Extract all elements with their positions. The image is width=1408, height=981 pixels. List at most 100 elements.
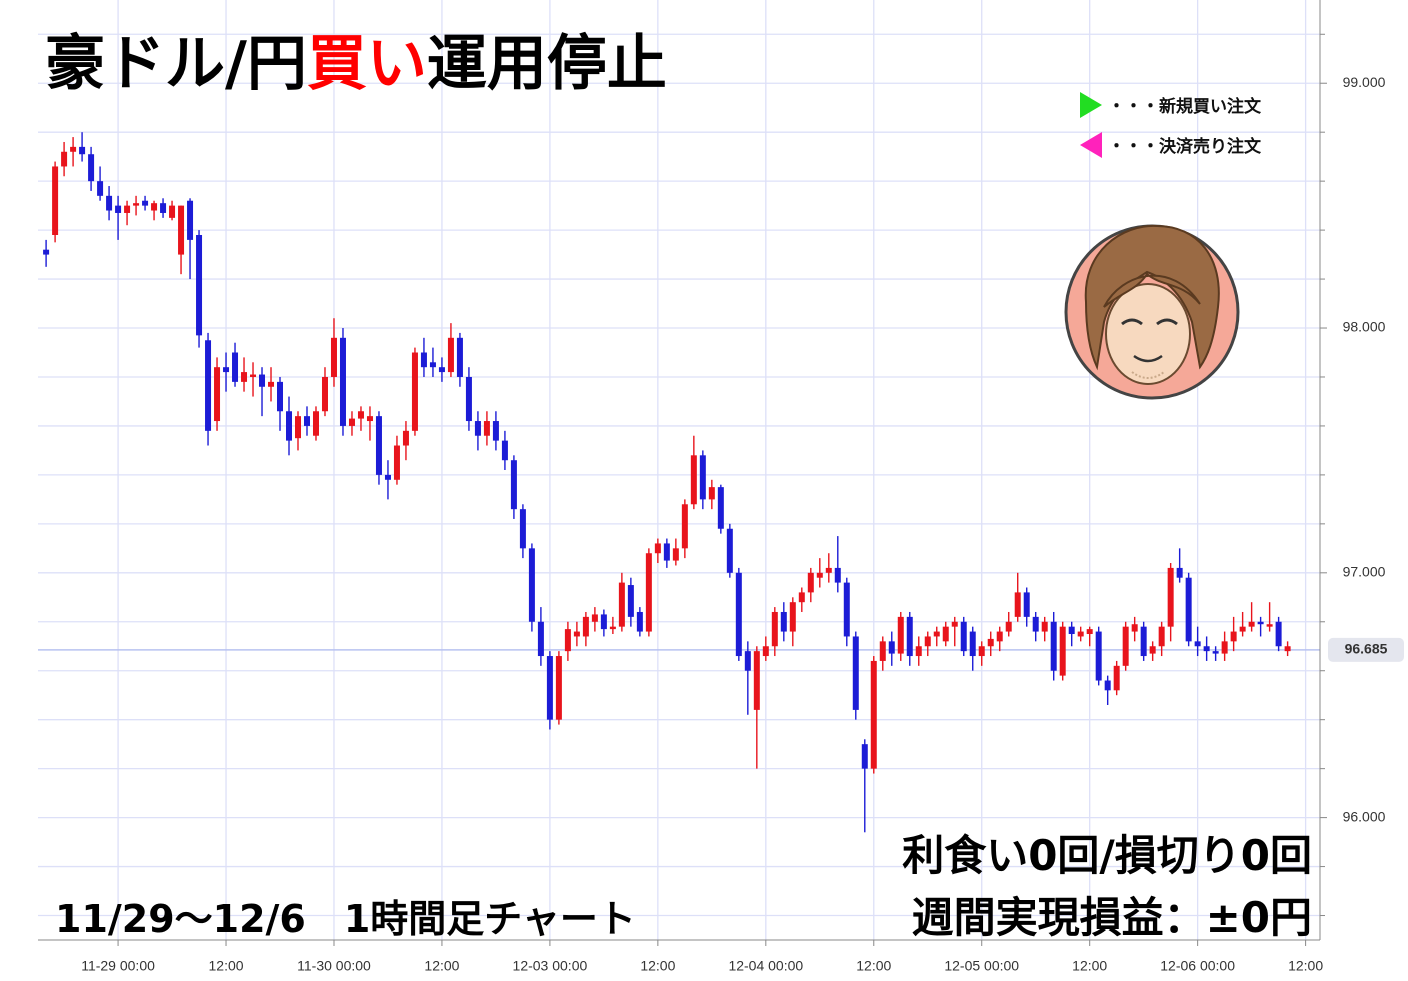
candle-body: [546, 656, 553, 720]
candle-body: [672, 548, 679, 561]
candle-body: [142, 200, 149, 206]
candle-body: [133, 203, 140, 206]
legend-label: ・・・決済売り注文: [1108, 136, 1262, 157]
candle-body: [151, 203, 158, 211]
candle-body: [1014, 592, 1021, 617]
x-tick-label: 11-30 00:00: [297, 958, 371, 974]
candle-body: [438, 367, 445, 373]
candle-body: [286, 411, 293, 441]
candle-body: [1275, 621, 1282, 647]
candle-body: [115, 205, 122, 213]
candle-body: [1032, 616, 1039, 632]
legend-marker: [1080, 132, 1102, 158]
candle-body: [1068, 626, 1075, 635]
y-tick-label: 97.000: [1343, 564, 1386, 580]
candle-body: [951, 621, 958, 627]
candle-body: [1212, 651, 1219, 654]
candle-body: [906, 616, 913, 657]
legend: ・・・新規買い注文・・・決済売り注文: [1080, 92, 1262, 158]
candle-body: [330, 337, 337, 377]
candle-body: [43, 249, 50, 255]
candle-body: [196, 235, 203, 336]
candle-body: [259, 374, 266, 387]
candle-body: [888, 641, 895, 654]
candle-body: [1167, 567, 1174, 627]
candle-body: [1221, 641, 1228, 654]
candle-body: [348, 418, 355, 426]
x-tick-label: 12:00: [640, 958, 675, 974]
candle-body: [187, 200, 194, 240]
candle-body: [717, 487, 724, 529]
candle-body: [663, 543, 670, 561]
candle-body: [582, 616, 589, 637]
candle-body: [97, 181, 104, 196]
x-tick-label: 12:00: [856, 958, 891, 974]
candle-body: [357, 411, 364, 419]
candle-body: [960, 621, 967, 652]
price-label-box: [1328, 637, 1404, 662]
candle-body: [429, 362, 436, 368]
x-tick-label: 12-06 00:00: [1160, 958, 1235, 974]
axis-labels: 96.000 97.000 98.000 99.000 11-29 00:00 12:00…: [81, 74, 1404, 974]
candle-body: [735, 572, 742, 657]
candle-body: [798, 592, 805, 603]
candle-body: [609, 626, 616, 630]
candle-body: [1266, 624, 1273, 627]
candle-body: [933, 631, 940, 637]
candle-body: [1041, 621, 1048, 632]
x-tick-label: 12:00: [1072, 958, 1107, 974]
candle-body: [789, 602, 796, 632]
candle-body: [483, 421, 490, 436]
candle-body: [474, 421, 481, 436]
candle-body: [519, 509, 526, 549]
candle-body: [915, 646, 922, 657]
candle-body: [834, 567, 841, 583]
candle-body: [393, 445, 400, 480]
candle-body: [843, 582, 850, 637]
candle-body: [223, 367, 230, 373]
x-tick-label: 11-29 00:00: [81, 958, 155, 974]
candle-body: [1158, 626, 1165, 647]
candle-body: [1230, 631, 1237, 642]
candle-body: [816, 572, 823, 578]
x-tick-label: 12-05 00:00: [944, 958, 1019, 974]
candle-body: [978, 646, 985, 657]
candle-body: [807, 572, 814, 593]
candle-body: [1077, 631, 1084, 637]
candle-body: [321, 376, 328, 412]
candle-body: [537, 621, 544, 657]
candle-body: [1113, 665, 1120, 691]
candle-body: [969, 631, 976, 657]
candle-body: [492, 421, 499, 441]
candle-body: [294, 416, 301, 439]
candle-body: [942, 626, 949, 642]
candle-body: [1257, 621, 1264, 625]
candle-body: [753, 651, 760, 710]
candle-body: [447, 337, 454, 373]
candle-body: [690, 455, 697, 505]
candle-body: [1050, 621, 1057, 671]
candle-body: [924, 636, 931, 647]
candle-body: [160, 203, 167, 213]
x-tick-label: 12:00: [1288, 958, 1323, 974]
candle-body: [178, 205, 185, 255]
candle-body: [375, 416, 382, 475]
candle-body: [88, 154, 95, 182]
y-tick-label: 99.000: [1343, 74, 1386, 90]
candle-body: [762, 646, 769, 657]
candle-body: [501, 440, 508, 461]
candle-body: [312, 411, 319, 436]
y-tick-label: 96.000: [1343, 808, 1386, 824]
candle-body: [897, 616, 904, 654]
candle-body: [384, 474, 391, 480]
candle-body: [1239, 626, 1246, 632]
candle-body: [205, 340, 212, 431]
candle-body: [708, 487, 715, 500]
candle-body: [555, 656, 562, 720]
candle-body: [1140, 626, 1147, 657]
candle-body: [1194, 641, 1201, 647]
price-label: 96.685: [1345, 641, 1388, 657]
candle-body: [1095, 631, 1102, 681]
candle-body: [996, 631, 1003, 642]
